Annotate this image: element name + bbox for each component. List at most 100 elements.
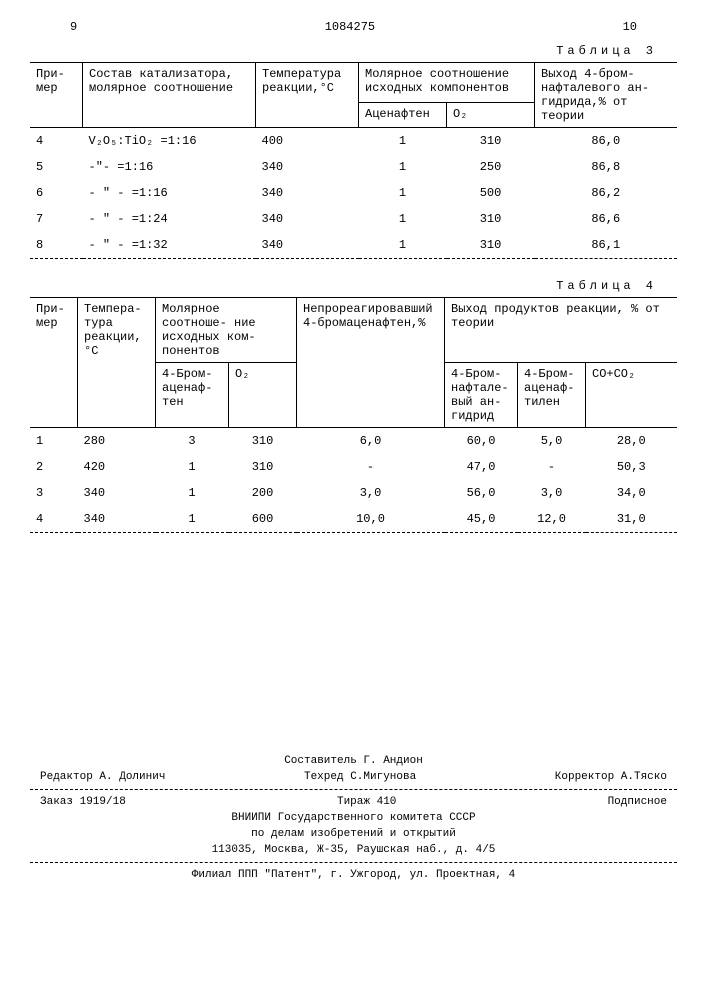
table-cell: 1: [359, 206, 447, 232]
footer-tirage: Тираж 410: [337, 796, 396, 808]
table-cell: 1: [359, 154, 447, 180]
t4-col-brom: 4-Бром- аценаф- тен: [156, 363, 229, 428]
table-cell: 86,8: [535, 154, 678, 180]
table-cell: 340: [78, 506, 156, 533]
t4-col-p1: 4-Бром- нафтале- вый ан- гидрид: [445, 363, 518, 428]
table-cell: 3,0: [297, 480, 445, 506]
table-row: 4V₂O₅:TiO₂ =1:16400131086,0: [30, 128, 677, 155]
table-cell: 6: [30, 180, 83, 206]
t4-col-o2: O₂: [229, 363, 297, 428]
table-cell: 4: [30, 506, 78, 533]
table-row: 5-"- =1:16340125086,8: [30, 154, 677, 180]
table-cell: 500: [447, 180, 535, 206]
table-row: 7- " - =1:24340131086,6: [30, 206, 677, 232]
t3-col-temp: Температура реакции,°С: [256, 63, 359, 128]
table-cell: 340: [78, 480, 156, 506]
table-cell: 340: [256, 154, 359, 180]
table-cell: 1: [156, 506, 229, 533]
table-cell: 56,0: [445, 480, 518, 506]
table-cell: 310: [229, 428, 297, 455]
table-cell: -"- =1:16: [83, 154, 256, 180]
table-cell: 400: [256, 128, 359, 155]
t4-col-unreact: Непрореагировавший 4-бромаценафтен,%: [297, 298, 445, 428]
t4-col-primer: При- мер: [30, 298, 78, 428]
footer-org1: ВНИИПИ Государственного комитета СССР: [30, 810, 677, 826]
table-row: 8- " - =1:32340131086,1: [30, 232, 677, 259]
footer-signed: Подписное: [608, 796, 667, 808]
table-cell: 5: [30, 154, 83, 180]
footer-techred: Техред С.Мигунова: [304, 771, 416, 783]
t3-col-molar: Молярное соотношение исходных компоненто…: [359, 63, 535, 103]
footer-addr2: Филиал ППП "Патент", г. Ужгород, ул. Про…: [30, 867, 677, 883]
table-cell: 86,0: [535, 128, 678, 155]
t4-col-yield: Выход продуктов реакции, % от теории: [445, 298, 678, 363]
table-cell: 31,0: [586, 506, 678, 533]
t3-col-yield: Выход 4-бром- нафталевого ан- гидрида,% …: [535, 63, 678, 128]
table-cell: 420: [78, 454, 156, 480]
footer-compiler: Составитель Г. Андион: [30, 753, 677, 769]
table-cell: 5,0: [518, 428, 586, 455]
table-row: 24201310-47,0-50,3: [30, 454, 677, 480]
table-cell: 86,6: [535, 206, 678, 232]
page-center: 1084275: [325, 20, 375, 34]
table-cell: 280: [78, 428, 156, 455]
table4: При- мер Темпера- тура реакции, °С Моляр…: [30, 297, 677, 533]
table-cell: 4: [30, 128, 83, 155]
table-cell: 1: [359, 128, 447, 155]
table-cell: 47,0: [445, 454, 518, 480]
footer-addr1: 113035, Москва, Ж-35, Раушская наб., д. …: [30, 842, 677, 858]
page-right: 10: [623, 20, 637, 34]
table-row: 6- " - =1:16340150086,2: [30, 180, 677, 206]
table-cell: 8: [30, 232, 83, 259]
table-cell: 3,0: [518, 480, 586, 506]
t3-col-catalyst: Состав катализатора, молярное соотношени…: [83, 63, 256, 128]
table-cell: 1: [30, 428, 78, 455]
table-cell: 310: [447, 206, 535, 232]
table-cell: 86,2: [535, 180, 678, 206]
table-cell: 340: [256, 180, 359, 206]
table-cell: 12,0: [518, 506, 586, 533]
footer: Составитель Г. Андион Редактор А. Долини…: [30, 753, 677, 883]
footer-editor: Редактор А. Долинич: [40, 771, 165, 783]
table3: При- мер Состав катализатора, молярное с…: [30, 62, 677, 259]
table-cell: 6,0: [297, 428, 445, 455]
table-cell: 34,0: [586, 480, 678, 506]
t3-col-primer: При- мер: [30, 63, 83, 128]
table-cell: - " - =1:32: [83, 232, 256, 259]
page-left: 9: [70, 20, 77, 34]
t4-col-temp: Темпера- тура реакции, °С: [78, 298, 156, 428]
table-cell: 310: [447, 232, 535, 259]
table-cell: 50,3: [586, 454, 678, 480]
footer-order: Заказ 1919/18: [40, 796, 126, 808]
table-cell: 200: [229, 480, 297, 506]
table-cell: 600: [229, 506, 297, 533]
table-cell: 86,1: [535, 232, 678, 259]
table-cell: 7: [30, 206, 83, 232]
table-cell: -: [297, 454, 445, 480]
table-row: 128033106,060,05,028,0: [30, 428, 677, 455]
table-cell: 45,0: [445, 506, 518, 533]
table-cell: 28,0: [586, 428, 678, 455]
table-cell: 10,0: [297, 506, 445, 533]
table-cell: -: [518, 454, 586, 480]
t4-col-p2: 4-Бром- аценаф- тилен: [518, 363, 586, 428]
table-cell: 1: [359, 180, 447, 206]
footer-org2: по делам изобретений и открытий: [30, 826, 677, 842]
table-row: 4340160010,045,012,031,0: [30, 506, 677, 533]
table3-label: Таблица 3: [30, 44, 677, 58]
table-cell: 1: [156, 454, 229, 480]
table-cell: 3: [30, 480, 78, 506]
table-cell: - " - =1:24: [83, 206, 256, 232]
table-cell: 310: [447, 128, 535, 155]
table-cell: 60,0: [445, 428, 518, 455]
table-cell: 250: [447, 154, 535, 180]
t3-col-o2: O₂: [447, 103, 535, 128]
t4-col-molar: Молярное соотноше- ние исходных ком- пон…: [156, 298, 297, 363]
table-cell: - " - =1:16: [83, 180, 256, 206]
footer-corrector: Корректор А.Тяско: [555, 771, 667, 783]
table4-label: Таблица 4: [30, 279, 677, 293]
table-row: 334012003,056,03,034,0: [30, 480, 677, 506]
table-cell: 3: [156, 428, 229, 455]
table-cell: 1: [359, 232, 447, 259]
table-cell: 2: [30, 454, 78, 480]
